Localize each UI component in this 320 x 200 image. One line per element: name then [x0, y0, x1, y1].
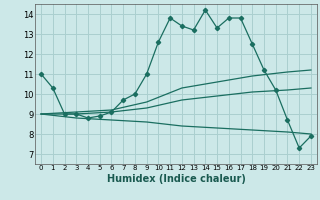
- X-axis label: Humidex (Indice chaleur): Humidex (Indice chaleur): [107, 174, 245, 184]
